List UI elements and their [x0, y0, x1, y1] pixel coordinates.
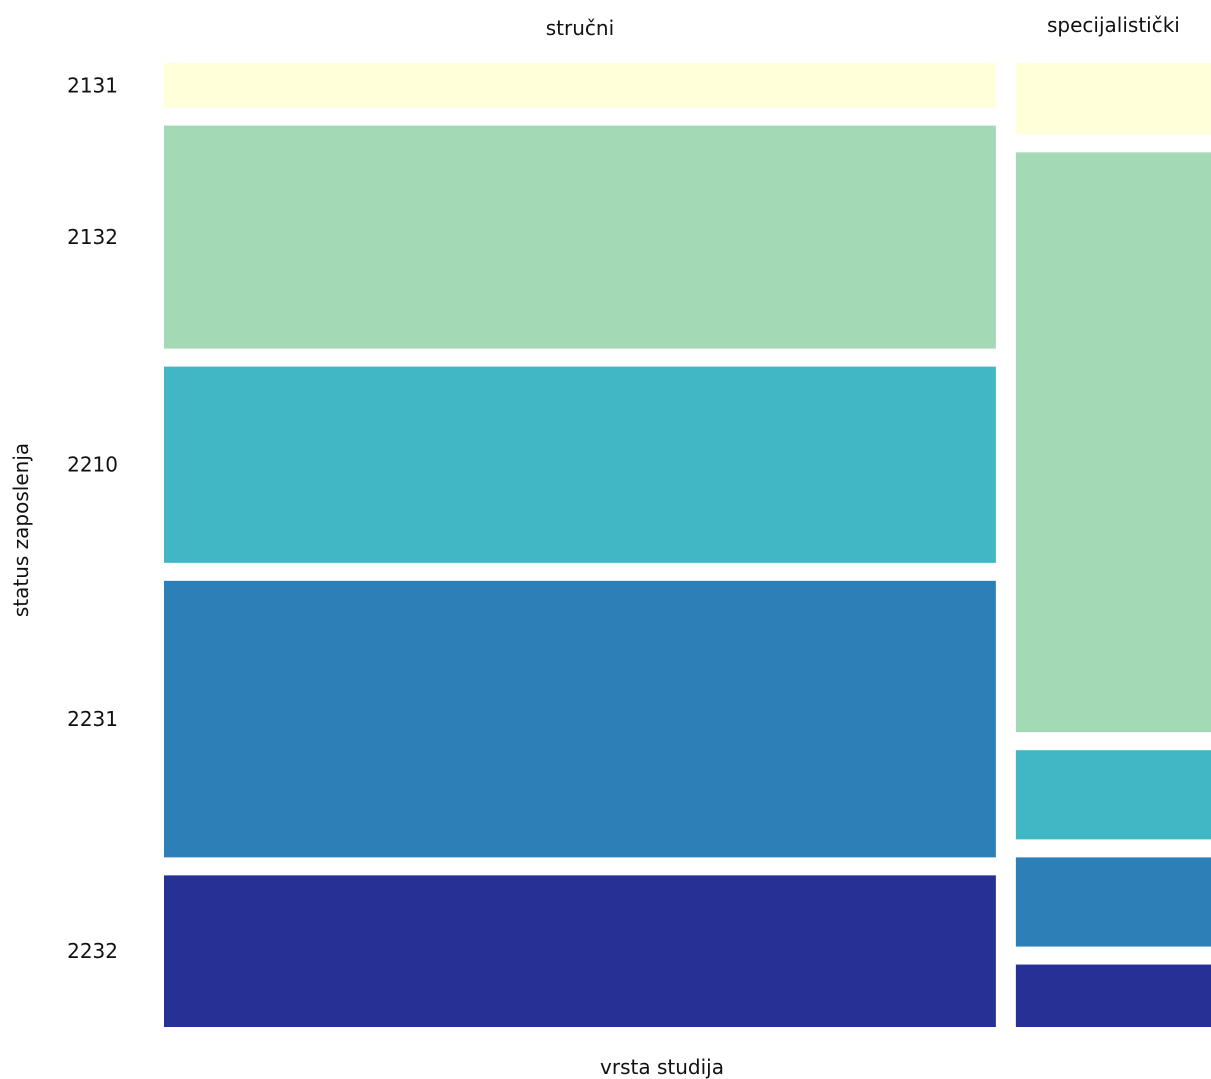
tile-1-2131	[1015, 63, 1211, 135]
column-labels: stručni specijalistički	[546, 13, 1180, 40]
y-axis-title: status zaposlenja	[9, 443, 33, 617]
row-label-2232: 2232	[67, 939, 118, 963]
tile-0-2132	[164, 125, 996, 349]
mosaic-tiles	[164, 63, 1211, 1027]
tile-0-2232	[164, 875, 996, 1027]
row-label-2210: 2210	[67, 453, 118, 477]
tile-0-2131	[164, 63, 996, 108]
tile-0-2210	[164, 366, 996, 563]
x-axis-title: vrsta studija	[600, 1055, 724, 1079]
tile-1-2232	[1015, 964, 1211, 1027]
row-labels: 2131 2132 2210 2231 2232	[67, 73, 118, 963]
column-label-0: stručni	[546, 16, 614, 40]
tile-1-2132	[1015, 152, 1211, 733]
row-label-2131: 2131	[67, 73, 118, 97]
row-label-2132: 2132	[67, 225, 118, 249]
row-label-2231: 2231	[67, 707, 118, 731]
tile-0-2231	[164, 580, 996, 858]
tile-1-2231	[1015, 857, 1211, 947]
column-label-1: specijalistički	[1047, 13, 1180, 37]
tile-1-2210	[1015, 750, 1211, 840]
